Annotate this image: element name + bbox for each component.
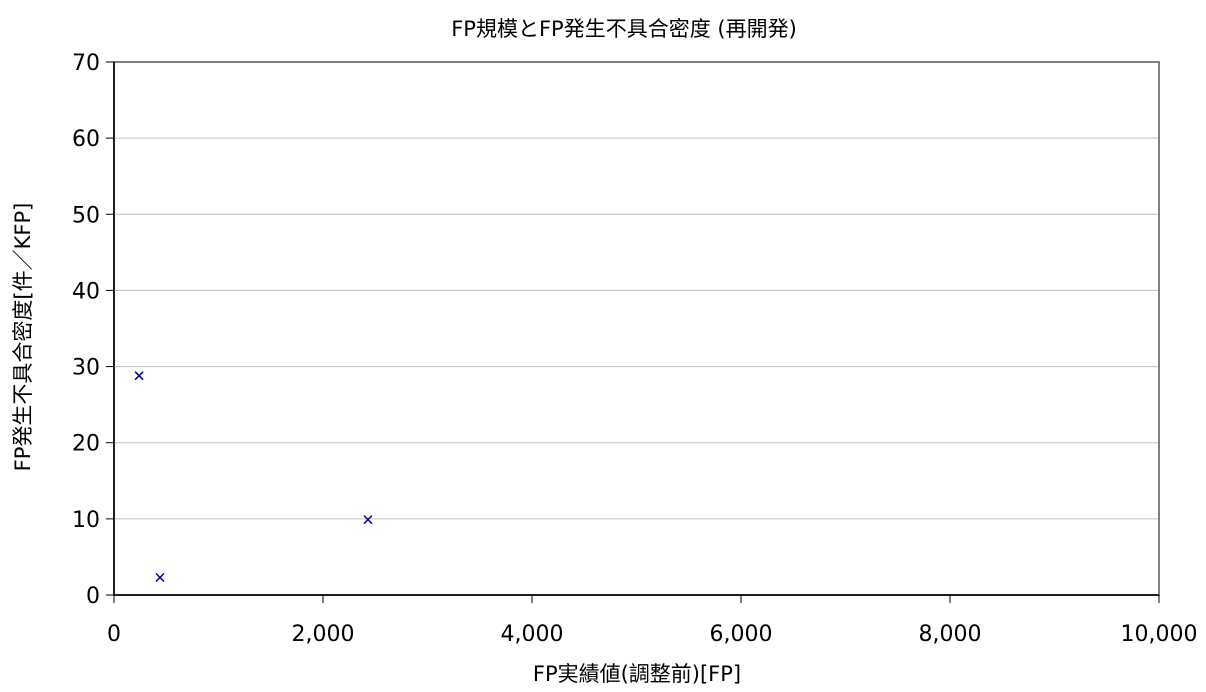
gridlines [114,137,1159,520]
scatter-point [134,371,144,381]
scatter-point [363,515,373,525]
y-tick-label: 50 [72,203,100,228]
x-tick-label: 2,000 [292,622,355,647]
y-tick-label: 10 [72,508,100,533]
plot-area-frame [113,61,1160,596]
y-tick-label: 60 [72,127,100,152]
y-tick-label: 0 [86,584,100,609]
y-tick-label: 30 [72,356,100,381]
x-tick-label: 10,000 [1121,622,1198,647]
axes: 0 10 20 30 40 50 60 70 0 2,000 4,000 6,000 8,000 10,0… [72,51,1197,647]
x-tick-label: 0 [107,622,121,647]
data-points [134,371,373,583]
y-tick-label: 70 [72,51,100,76]
x-tick-label: 8,000 [919,622,982,647]
x-tick-label: 6,000 [710,622,773,647]
x-tick-label: 4,000 [501,622,564,647]
scatter-point [155,572,165,583]
y-tick-label: 40 [72,279,100,304]
y-axis-title: FP発生不具合密度[件／KFP] [11,203,35,472]
y-tick-label: 20 [72,432,100,457]
x-axis-title: FP実績値(調整前)[FP] [533,662,741,686]
chart-title: FP規模とFP発生不具合密度 (再開発) [451,17,797,41]
